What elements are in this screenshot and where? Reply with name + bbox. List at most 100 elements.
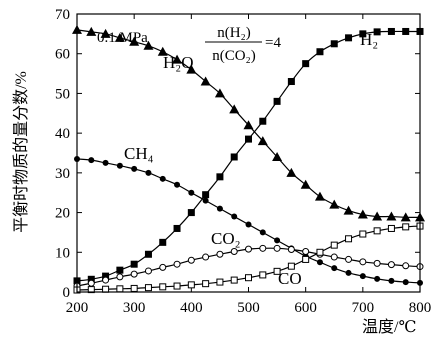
- x-tick-label: 800: [409, 300, 432, 316]
- series-label-h2o: H₂O: [163, 53, 193, 72]
- data-point-h2: [345, 34, 353, 42]
- data-point-co: [259, 271, 267, 279]
- x-axis-title: 温度/℃: [362, 318, 416, 336]
- data-point-co: [130, 284, 138, 292]
- data-point-ch4: [116, 162, 123, 169]
- data-point-ch4: [174, 181, 181, 188]
- series-line-ch4: [76, 158, 421, 284]
- data-point-h2: [316, 48, 324, 56]
- data-point-h2: [330, 40, 338, 48]
- series-label-co: CO: [278, 269, 302, 288]
- axis-ticks: 200 300 400 500 600 700 800 0 10 20 30 40 50 60 70: [55, 7, 431, 316]
- data-point-co2: [402, 262, 410, 270]
- data-point-ch4: [188, 189, 195, 196]
- y-tick-label: 60: [55, 47, 70, 63]
- pressure-annotation: 0.1 MPa: [97, 30, 148, 46]
- data-point-h2o: [143, 40, 154, 50]
- markers-layer: [72, 24, 425, 294]
- data-point-ch4: [274, 237, 281, 244]
- data-point-co: [87, 286, 95, 294]
- data-point-h2: [402, 27, 410, 35]
- data-point-co2: [373, 259, 381, 267]
- data-point-h2o: [186, 64, 197, 74]
- plot-frame: [76, 13, 421, 293]
- data-point-h2: [273, 97, 281, 105]
- data-point-co2: [259, 244, 267, 252]
- data-point-h2: [302, 60, 310, 68]
- data-point-h2: [230, 153, 238, 161]
- series-label-co2: CO₂: [211, 229, 241, 248]
- data-point-ch4: [216, 205, 223, 212]
- data-point-co2: [144, 267, 152, 275]
- data-point-h2o: [329, 199, 340, 209]
- data-point-h2o: [272, 151, 283, 161]
- data-point-h2o: [343, 205, 354, 215]
- data-point-co: [187, 281, 195, 289]
- data-point-co: [359, 230, 367, 238]
- data-point-h2o: [129, 36, 140, 46]
- data-point-co: [102, 285, 110, 293]
- data-point-h2o: [114, 32, 125, 42]
- y-tick-label: 30: [55, 166, 70, 182]
- y-axis-title: 平衡时物质的量分数/%: [12, 71, 30, 233]
- data-point-co: [287, 262, 295, 270]
- data-point-ch4: [159, 175, 166, 182]
- data-point-h2o: [386, 211, 397, 221]
- data-point-co2: [116, 273, 124, 281]
- data-point-h2o: [214, 88, 225, 98]
- data-point-h2o: [200, 76, 211, 86]
- data-point-h2o: [243, 120, 254, 130]
- data-point-co2: [202, 253, 210, 261]
- data-point-ch4: [131, 165, 138, 172]
- data-point-h2o: [172, 54, 183, 64]
- data-point-ch4: [345, 269, 352, 276]
- data-point-ch4: [259, 229, 266, 236]
- data-point-co: [144, 284, 152, 292]
- data-point-ch4: [102, 159, 109, 166]
- data-point-co: [387, 224, 395, 232]
- data-point-h2: [116, 266, 124, 274]
- data-point-ch4: [402, 279, 409, 286]
- y-tick-label: 20: [55, 206, 70, 222]
- data-point-co2: [187, 256, 195, 264]
- data-point-co: [330, 241, 338, 249]
- data-point-co: [273, 267, 281, 275]
- ratio-annotation: n(H₂) n(CO₂) =4: [205, 25, 281, 64]
- data-point-h2: [216, 173, 224, 181]
- y-tick-label: 10: [55, 245, 70, 261]
- ratio-value: =4: [265, 35, 281, 51]
- data-point-h2: [173, 224, 181, 232]
- data-point-ch4: [88, 157, 95, 164]
- data-point-co2: [387, 261, 395, 269]
- data-point-co: [345, 235, 353, 243]
- data-point-co2: [273, 244, 281, 252]
- series-label-ch4: CH₄: [124, 144, 154, 163]
- data-point-h2o: [372, 211, 383, 221]
- data-point-h2: [144, 250, 152, 258]
- x-tick-label: 200: [66, 300, 89, 316]
- data-point-ch4: [316, 259, 323, 266]
- data-point-h2: [245, 135, 252, 143]
- data-point-co: [202, 280, 210, 288]
- data-point-h2: [373, 28, 381, 36]
- data-point-ch4: [202, 197, 209, 204]
- data-point-h2o: [100, 28, 111, 38]
- data-point-co: [159, 283, 167, 291]
- y-tick-label: 70: [55, 7, 70, 23]
- data-point-co: [116, 285, 124, 293]
- data-point-ch4: [231, 213, 238, 220]
- data-point-co: [245, 274, 252, 282]
- data-point-co: [402, 223, 410, 231]
- data-point-h2o: [357, 209, 368, 219]
- data-point-h2: [102, 272, 110, 280]
- x-tick-label: 400: [180, 300, 203, 316]
- x-tick-label: 700: [352, 300, 375, 316]
- series-label-h2: H₂: [360, 30, 378, 49]
- data-point-h2: [159, 238, 167, 246]
- x-tick-label: 600: [294, 300, 317, 316]
- data-point-co: [316, 248, 324, 256]
- data-point-ch4: [374, 275, 381, 282]
- data-point-ch4: [359, 273, 366, 280]
- data-point-co: [302, 255, 310, 263]
